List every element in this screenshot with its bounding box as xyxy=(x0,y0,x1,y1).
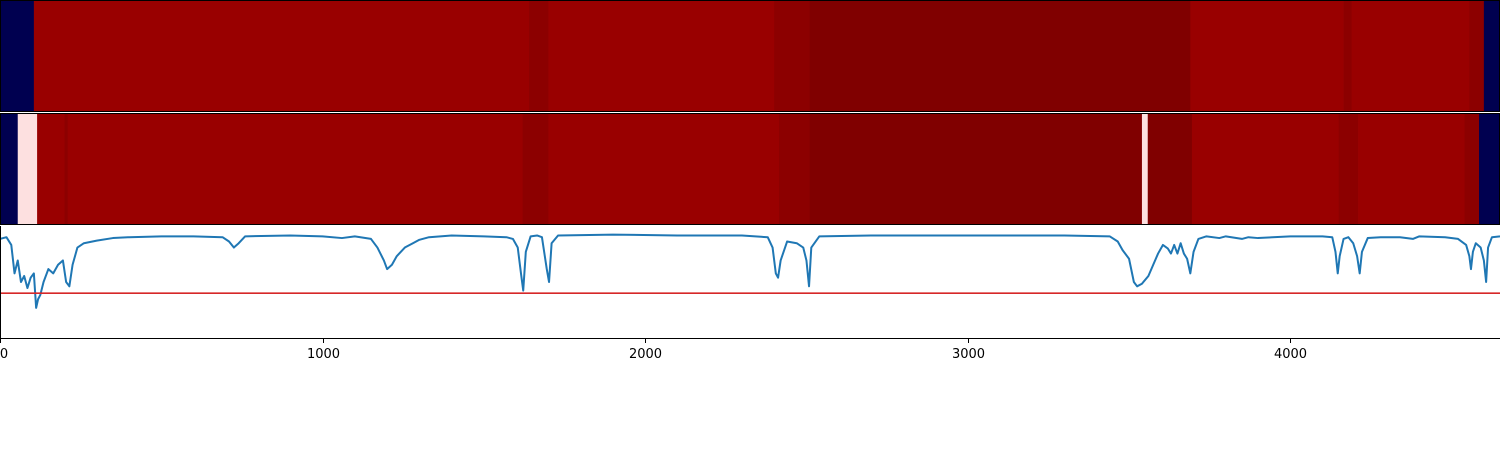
panel-separator xyxy=(0,112,1500,113)
heatmap-top-cell-5 xyxy=(809,1,1191,112)
heatmap-middle-cell-2 xyxy=(37,114,65,225)
x-tick-label: 3000 xyxy=(952,347,985,362)
heatmap-middle-cell-13 xyxy=(1358,114,1465,225)
heatmap-middle-cell-3 xyxy=(64,114,69,225)
heatmap-middle-cell-4 xyxy=(67,114,523,225)
heatmap-middle-cell-14 xyxy=(1464,114,1480,225)
series-line xyxy=(0,233,1500,309)
heatmap-top-cell-6 xyxy=(1190,1,1344,112)
heatmap-middle-cell-6 xyxy=(548,114,780,225)
heatmap-middle-cell-7 xyxy=(779,114,811,225)
x-tick-label: 4000 xyxy=(1274,347,1307,362)
heatmap-top-cell-1 xyxy=(33,1,530,112)
heatmap-middle-cell-0 xyxy=(0,114,19,225)
heatmap-middle-cell-15 xyxy=(1479,114,1500,225)
heatmap-middle-cell-5 xyxy=(522,114,549,225)
heatmap-top-cell-7 xyxy=(1343,1,1353,112)
heatmap-top-cell-4 xyxy=(774,1,811,112)
heatmap-top-cell-0 xyxy=(0,1,35,112)
heatmap-middle-cell-12 xyxy=(1338,114,1359,225)
heatmap-middle xyxy=(0,114,1500,225)
heatmap-top-cell-3 xyxy=(548,1,775,112)
heatmap-middle-cell-1 xyxy=(17,114,38,225)
heatmap-middle-cell-8 xyxy=(809,114,1143,225)
heatmap-top-cell-10 xyxy=(1483,1,1500,112)
heatmap-top xyxy=(0,1,1500,112)
x-tick-label: 2000 xyxy=(629,347,662,362)
heatmap-top-cell-8 xyxy=(1351,1,1470,112)
heatmap-middle-cell-11 xyxy=(1191,114,1340,225)
heatmap-middle-cell-10 xyxy=(1147,114,1193,225)
heatmap-top-cell-9 xyxy=(1469,1,1485,112)
heatmap-middle-cell-9 xyxy=(1141,114,1149,225)
x-tick-label: 0 xyxy=(0,347,8,362)
heatmap-top-cell-2 xyxy=(529,1,549,112)
x-tick-label: 1000 xyxy=(307,347,340,362)
line-plot: 0 1000 2000 3000 4000 xyxy=(0,226,1500,362)
